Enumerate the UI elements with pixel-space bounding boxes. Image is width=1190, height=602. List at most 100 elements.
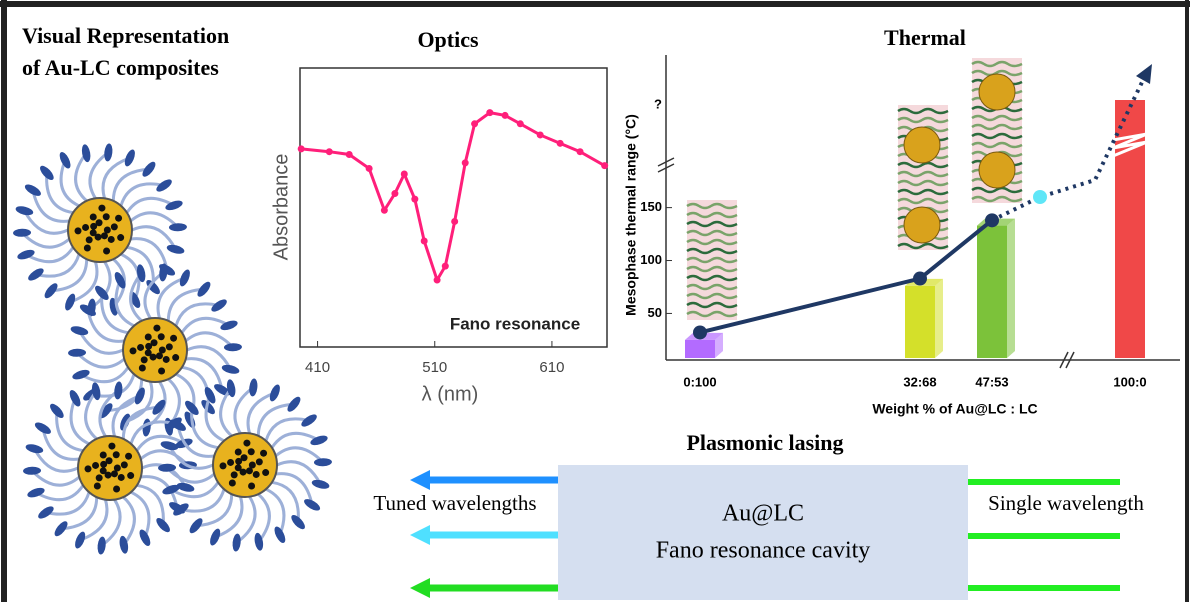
ligand (88, 151, 110, 200)
y-axis-label: Mesophase thermal range (°C) (623, 114, 639, 316)
atom (103, 247, 111, 255)
ligand (30, 469, 81, 487)
ligand-head (310, 435, 328, 446)
ligand-head (44, 283, 58, 299)
lc-molecule (897, 188, 949, 196)
ligand-head (159, 263, 168, 282)
bar (977, 225, 1007, 358)
lc-molecule (686, 310, 738, 318)
ligand (195, 494, 234, 528)
ligand (50, 259, 89, 293)
ligand-head (189, 518, 203, 534)
lc-molecule (971, 60, 1023, 68)
y-tick-label: ? (654, 96, 662, 111)
atom (260, 449, 268, 457)
ligand-head (65, 293, 76, 311)
ligand (131, 225, 177, 251)
bar (905, 285, 935, 358)
atom (170, 334, 178, 342)
ligand-head (54, 521, 68, 537)
atom (98, 204, 106, 212)
x-tick-label: 510 (422, 359, 447, 376)
ligand (257, 492, 271, 543)
y-tick-label: 100 (640, 252, 662, 267)
data-point (433, 276, 441, 284)
atom (105, 457, 113, 465)
ligand (86, 309, 125, 343)
ligand-head (274, 526, 286, 543)
x-tick-label: 47:53 (975, 374, 1008, 389)
ligand-head (166, 244, 185, 254)
thermal-chart: 50 100 150 0:100 32:68 47:53 100:0 (640, 58, 1152, 389)
lc-molecule (686, 301, 738, 309)
atom (93, 482, 101, 490)
extrapolated-point (1033, 190, 1047, 204)
ligand-head (50, 403, 64, 419)
x-tick-label: 610 (539, 359, 564, 376)
ligand-head (13, 228, 32, 237)
ligand (45, 491, 91, 516)
atom (92, 461, 100, 469)
ligand (59, 159, 80, 208)
lc-molecule (686, 256, 738, 264)
ligand-head (75, 531, 86, 549)
ligand (276, 460, 322, 486)
ligand-head (160, 441, 179, 451)
ligand-head (28, 268, 44, 281)
ligand-head (38, 506, 54, 519)
ligand-head (81, 144, 91, 163)
gold-core (212, 432, 278, 498)
ligand-head (114, 272, 126, 289)
nanoparticles (13, 143, 332, 555)
ligand (119, 182, 165, 207)
data-point (576, 148, 584, 156)
ligand-head (34, 422, 51, 434)
lc-molecule (897, 116, 949, 124)
atom (230, 471, 238, 479)
ligand-head (162, 484, 180, 495)
gold-core (122, 317, 188, 383)
ligand-head (158, 463, 177, 472)
lc-molecule (686, 220, 738, 228)
atom (150, 339, 158, 347)
data-point (365, 164, 373, 172)
ligand-head (59, 152, 71, 169)
data-point (325, 148, 333, 156)
atom (149, 353, 157, 361)
arrow-head (410, 470, 430, 490)
trend-arrow (1136, 64, 1152, 84)
y-axis-label: Absorbance (270, 154, 292, 261)
lc-molecule (971, 123, 1023, 131)
axis-break (1059, 351, 1075, 369)
ligand (98, 389, 120, 438)
atom (113, 464, 121, 472)
ligand (100, 292, 129, 335)
data-point (461, 159, 469, 167)
atom (112, 451, 120, 459)
ligand (45, 172, 74, 215)
atom (247, 448, 255, 456)
atom (99, 467, 107, 475)
ligand (176, 424, 215, 458)
atom (120, 461, 128, 469)
ligand-head (156, 179, 172, 192)
ligand (135, 434, 185, 452)
x-tick-label: 100:0 (1113, 374, 1146, 389)
ligand (270, 431, 320, 449)
atom (248, 482, 256, 490)
ligand-head (24, 184, 41, 196)
ligand-head (136, 264, 146, 283)
ligand (156, 276, 186, 319)
ligand (129, 211, 180, 229)
atom (262, 469, 270, 477)
ligand (130, 490, 151, 539)
lc-molecule (897, 197, 949, 205)
data-point (556, 139, 564, 147)
atom (90, 222, 98, 230)
bar-break (1112, 132, 1148, 158)
atom (145, 342, 153, 350)
ligand-head (226, 379, 236, 398)
lc-molecule (971, 114, 1023, 122)
atom (102, 213, 110, 221)
